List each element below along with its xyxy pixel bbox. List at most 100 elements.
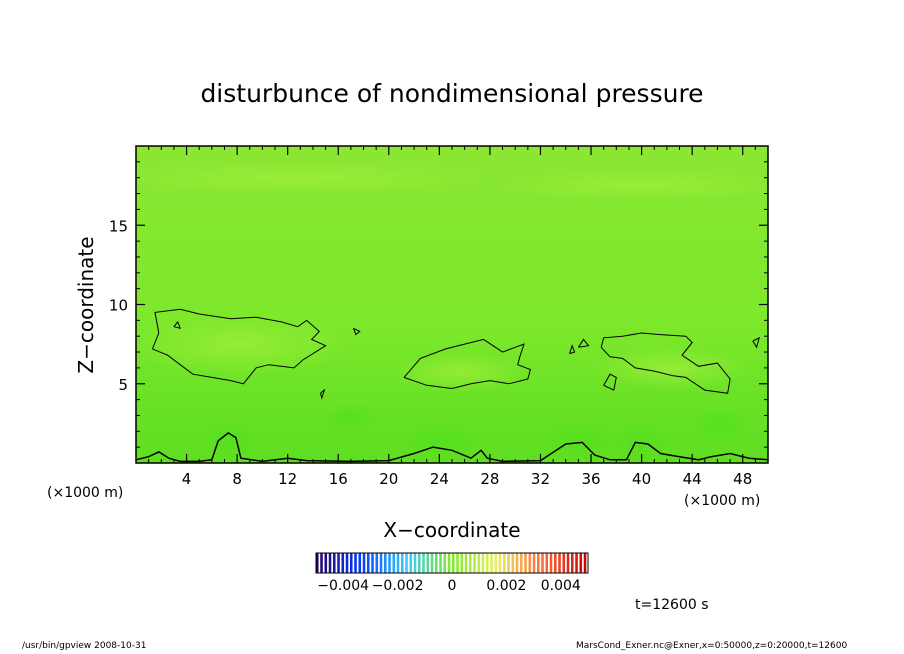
colorbar-stripe bbox=[375, 553, 379, 573]
colorbar-label-0: −0.004 bbox=[317, 578, 369, 594]
colorbar-stripe bbox=[328, 553, 332, 573]
x-unit-right: (×1000 m) bbox=[684, 493, 760, 509]
colorbar-stripe bbox=[401, 553, 404, 573]
colorbar-stripe bbox=[367, 553, 370, 573]
y-tick-label-10: 10 bbox=[109, 297, 128, 315]
colorbar-stripe bbox=[575, 553, 578, 573]
colorbar-stripe bbox=[490, 553, 493, 573]
x-tick-label-48: 48 bbox=[733, 470, 752, 488]
x-tick-label-40: 40 bbox=[632, 470, 651, 488]
colorbar-stripe bbox=[558, 553, 561, 573]
y-axis-label: Z−coordinate bbox=[74, 236, 98, 373]
colorbar-stripe bbox=[486, 553, 489, 573]
x-tick-label-8: 8 bbox=[232, 470, 242, 488]
contour-middle-region bbox=[403, 338, 532, 390]
colorbar-stripe bbox=[494, 553, 498, 573]
colorbar-stripe bbox=[477, 553, 481, 573]
contour-lines bbox=[136, 308, 768, 463]
colorbar-stripe bbox=[354, 553, 357, 573]
colorbar-frame bbox=[315, 552, 589, 574]
colorbar-stripe bbox=[528, 553, 532, 573]
colorbar-label-3: 0.002 bbox=[486, 578, 526, 594]
colorbar-stripe bbox=[371, 553, 374, 573]
colorbar-stripe bbox=[409, 553, 413, 573]
colorbar-stripe bbox=[566, 553, 570, 573]
colorbar-stripe bbox=[460, 553, 464, 573]
x-tick-label-44: 44 bbox=[683, 470, 702, 488]
x-axis-label: X−coordinate bbox=[383, 518, 520, 542]
x-tick-label-24: 24 bbox=[430, 470, 449, 488]
colorbar-stripe bbox=[520, 553, 523, 573]
colorbar-stripe bbox=[337, 553, 340, 573]
contour-small-loop-e bbox=[173, 320, 182, 330]
field-shade-upper bbox=[136, 160, 500, 196]
contour-right-region bbox=[600, 332, 731, 394]
x-tick-label-36: 36 bbox=[581, 470, 600, 488]
time-label: t=12600 s bbox=[635, 597, 709, 613]
footer-left: /usr/bin/gpview 2008-10-31 bbox=[22, 641, 147, 651]
colorbar-stripe bbox=[443, 553, 447, 573]
contour-upper-left-region bbox=[151, 308, 327, 385]
colorbar-stripe bbox=[341, 553, 345, 573]
colorbar-stripe bbox=[452, 553, 455, 573]
plot-area bbox=[136, 146, 768, 463]
colorbar-stripe bbox=[350, 553, 353, 573]
x-tick-label-4: 4 bbox=[182, 470, 192, 488]
colorbar-stripe bbox=[579, 553, 583, 573]
contour-small-loop-d bbox=[320, 388, 326, 400]
colorbar-stripe bbox=[456, 553, 459, 573]
colorbar-stripe bbox=[405, 553, 408, 573]
colorbar-stripe bbox=[422, 553, 425, 573]
y-axis: 5 10 15 bbox=[109, 161, 768, 448]
chart-title: disturbunce of nondimensional pressure bbox=[200, 79, 703, 108]
colorbar-stripe bbox=[511, 553, 515, 573]
contour-small-loop-a bbox=[569, 344, 576, 355]
colorbar-stripe bbox=[507, 553, 510, 573]
field-shade-low-5 bbox=[610, 422, 670, 458]
colorbar-stripe bbox=[554, 553, 557, 573]
colorbar-label-1: −0.002 bbox=[372, 578, 424, 594]
colorbar-stripe bbox=[524, 553, 527, 573]
colorbar-label-2: 0 bbox=[448, 578, 457, 594]
y-tick-label-15: 15 bbox=[109, 217, 128, 235]
colorbar-stripe bbox=[503, 553, 506, 573]
colorbar-stripe bbox=[473, 553, 476, 573]
colorbar-stripe bbox=[435, 553, 438, 573]
field-shade-low-2 bbox=[320, 402, 380, 434]
field-shade-left bbox=[136, 315, 350, 375]
field-shade-low-4 bbox=[540, 422, 620, 458]
x-tick-label-16: 16 bbox=[329, 470, 348, 488]
field-shade-middle bbox=[390, 352, 530, 392]
colorbar-label-4: 0.004 bbox=[541, 578, 581, 594]
field-shade-upper-right bbox=[490, 169, 768, 201]
colorbar-stripe bbox=[345, 553, 349, 573]
colorbar-stripe bbox=[379, 553, 383, 573]
colorbar-stripe bbox=[324, 553, 328, 573]
x-tick-label-32: 32 bbox=[531, 470, 550, 488]
colorbar: −0.004 −0.002 0 0.002 0.004 bbox=[315, 552, 589, 594]
colorbar-stripe bbox=[469, 553, 472, 573]
colorbar-stripe bbox=[320, 553, 323, 573]
colorbar-stripe bbox=[481, 553, 485, 573]
colorbar-stripe bbox=[316, 553, 319, 573]
colorbar-stripe bbox=[358, 553, 362, 573]
x-axis: 4 8 12 16 20 24 28 32 36 40 44 48 bbox=[148, 146, 756, 488]
colorbar-stripe bbox=[537, 553, 540, 573]
colorbar-stripe bbox=[532, 553, 536, 573]
field-shade-low-1 bbox=[200, 420, 260, 460]
colorbar-labels: −0.004 −0.002 0 0.002 0.004 bbox=[317, 578, 581, 594]
contour-right-small-loop bbox=[603, 373, 617, 391]
colorbar-stripe bbox=[430, 553, 434, 573]
colorbar-stripe bbox=[549, 553, 553, 573]
colorbar-stripe bbox=[413, 553, 417, 573]
contour-small-loop-c bbox=[352, 327, 361, 336]
colorbar-stripe bbox=[384, 553, 387, 573]
colorbar-stripe bbox=[571, 553, 574, 573]
x-tick-label-28: 28 bbox=[480, 470, 499, 488]
colorbar-stripe bbox=[396, 553, 400, 573]
contour-right-edge-loop bbox=[752, 336, 760, 349]
colorbar-stripe bbox=[333, 553, 336, 573]
x-tick-label-20: 20 bbox=[379, 470, 398, 488]
colorbar-stripe bbox=[439, 553, 442, 573]
